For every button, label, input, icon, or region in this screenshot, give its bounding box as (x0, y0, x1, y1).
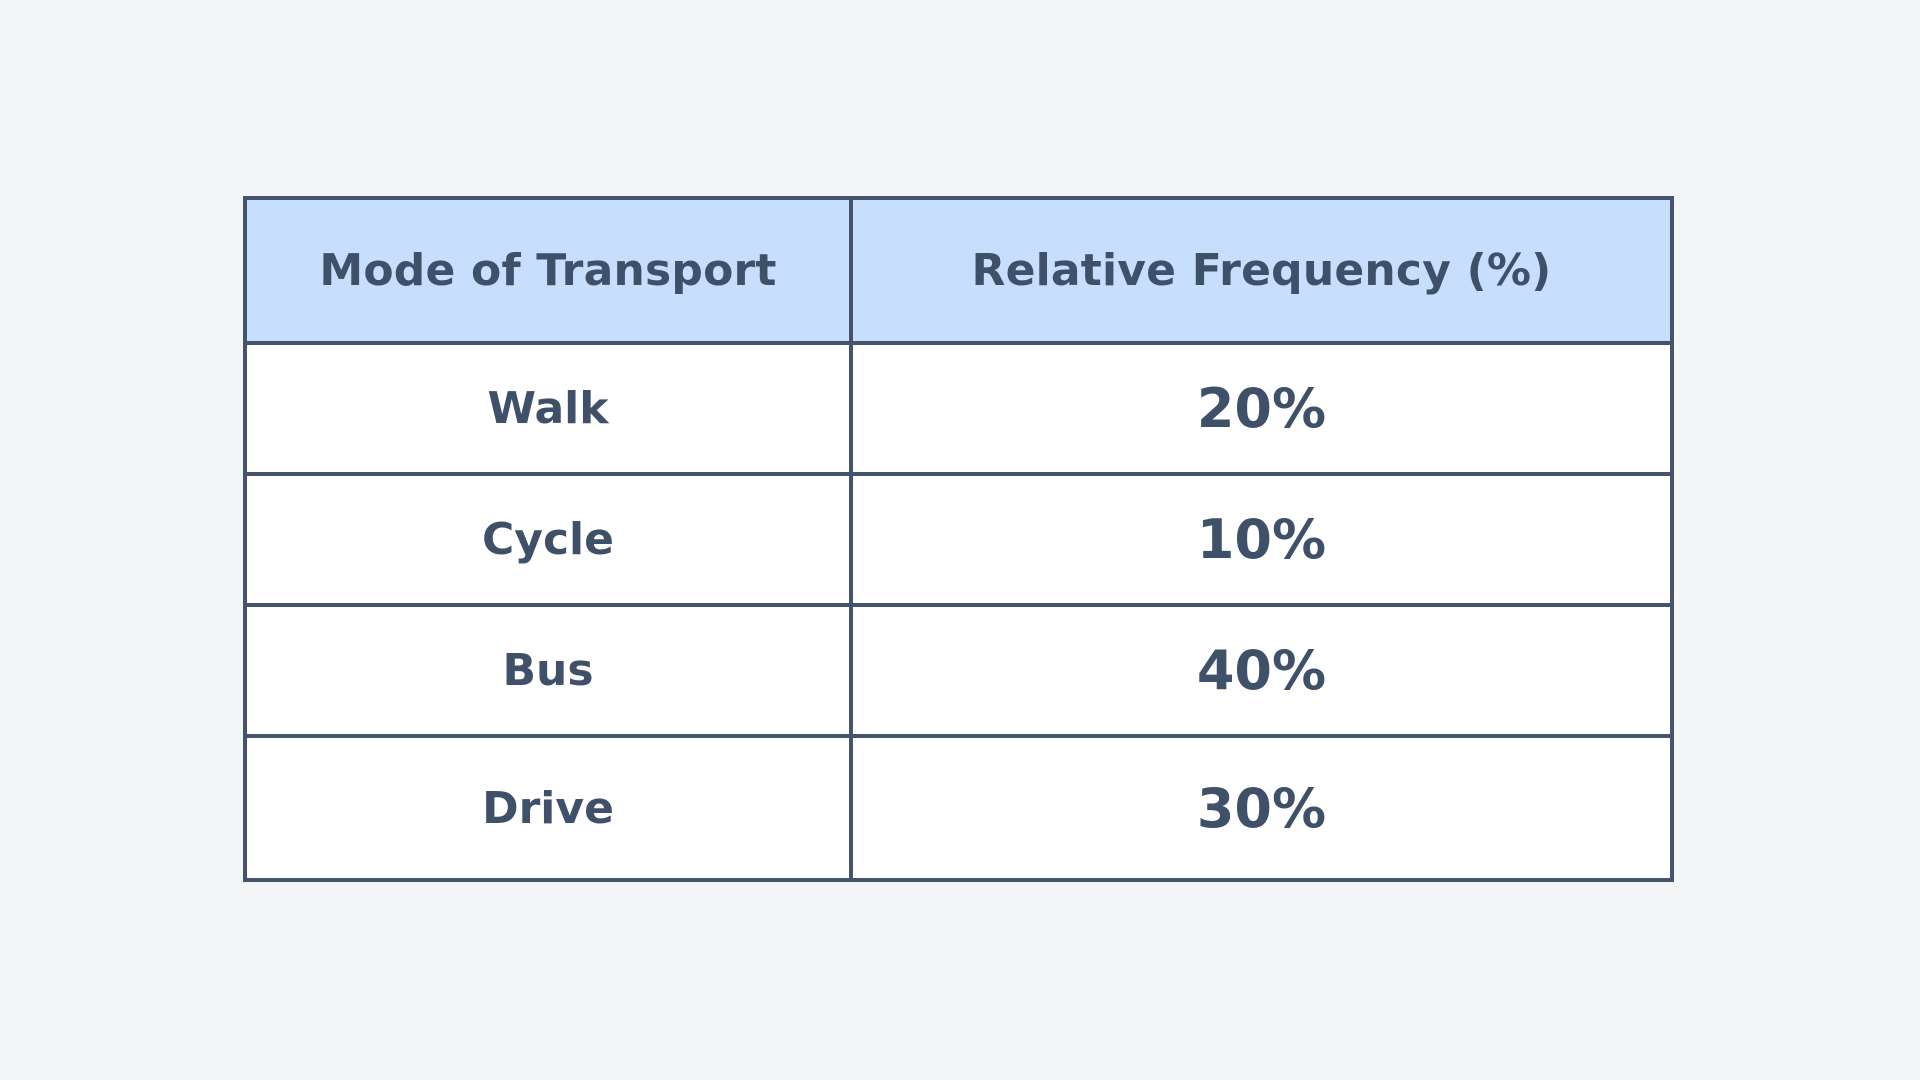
table-row: Bus 40% (247, 603, 1670, 736)
column-header-frequency: Relative Frequency (%) (851, 200, 1670, 345)
table-row: Walk 20% (247, 343, 1670, 474)
frequency-table: Mode of Transport Relative Frequency (%)… (247, 200, 1670, 879)
column-header-mode: Mode of Transport (247, 200, 853, 345)
mode-cell: Bus (247, 603, 853, 736)
frequency-table-container: Mode of Transport Relative Frequency (%)… (243, 196, 1674, 882)
mode-cell: Walk (247, 343, 853, 474)
mode-cell: Cycle (247, 472, 853, 605)
mode-cell: Drive (247, 734, 853, 879)
frequency-cell: 40% (851, 603, 1670, 736)
table-row: Cycle 10% (247, 472, 1670, 605)
frequency-cell: 10% (851, 472, 1670, 605)
table-header-row: Mode of Transport Relative Frequency (%) (247, 200, 1670, 345)
table-row: Drive 30% (247, 734, 1670, 879)
frequency-cell: 20% (1196, 377, 1327, 440)
frequency-cell: 30% (851, 734, 1670, 879)
